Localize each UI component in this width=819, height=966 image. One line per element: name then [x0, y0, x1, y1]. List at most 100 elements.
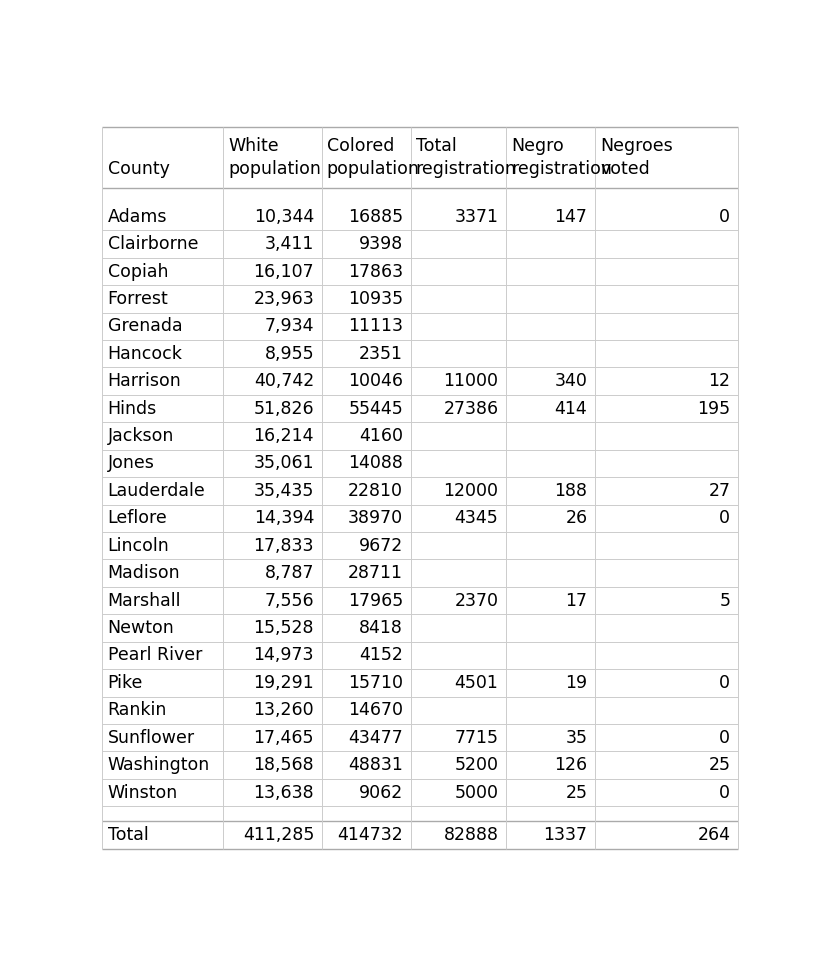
Text: 10046: 10046 — [348, 372, 403, 390]
Text: 17,833: 17,833 — [253, 537, 314, 554]
Text: 38970: 38970 — [347, 509, 403, 527]
Text: Madison: Madison — [107, 564, 180, 582]
Text: 188: 188 — [554, 482, 586, 499]
Text: 0: 0 — [718, 783, 730, 802]
Text: 25: 25 — [708, 756, 730, 774]
Text: 16885: 16885 — [347, 208, 403, 226]
Text: 8418: 8418 — [359, 619, 403, 637]
Text: 15710: 15710 — [348, 674, 403, 692]
Text: 43477: 43477 — [348, 728, 403, 747]
Text: 5000: 5000 — [454, 783, 498, 802]
Text: population: population — [327, 160, 419, 179]
Text: voted: voted — [600, 160, 649, 179]
Text: 82888: 82888 — [443, 826, 498, 844]
Text: 0: 0 — [718, 674, 730, 692]
Text: 414: 414 — [554, 400, 586, 417]
Text: 5200: 5200 — [454, 756, 498, 774]
Text: Marshall: Marshall — [107, 591, 181, 610]
Text: 126: 126 — [554, 756, 586, 774]
Text: 1337: 1337 — [543, 826, 586, 844]
Text: 10,344: 10,344 — [254, 208, 314, 226]
Text: Hancock: Hancock — [107, 345, 183, 363]
Text: 19,291: 19,291 — [253, 674, 314, 692]
Text: 147: 147 — [554, 208, 586, 226]
Text: 19: 19 — [564, 674, 586, 692]
Text: 11000: 11000 — [443, 372, 498, 390]
Text: 340: 340 — [554, 372, 586, 390]
Text: 0: 0 — [718, 728, 730, 747]
Text: 14088: 14088 — [348, 454, 403, 472]
Text: 10935: 10935 — [347, 290, 403, 308]
Text: 15,528: 15,528 — [253, 619, 314, 637]
Text: 26: 26 — [564, 509, 586, 527]
Text: 11113: 11113 — [348, 318, 403, 335]
Text: 4152: 4152 — [359, 646, 403, 665]
Text: Adams: Adams — [107, 208, 167, 226]
Text: Sunflower: Sunflower — [107, 728, 194, 747]
Text: Washington: Washington — [107, 756, 210, 774]
Text: 28711: 28711 — [348, 564, 403, 582]
Text: Negroes: Negroes — [600, 136, 672, 155]
Text: 17863: 17863 — [347, 263, 403, 280]
Text: 23,963: 23,963 — [253, 290, 314, 308]
Text: 27386: 27386 — [443, 400, 498, 417]
Text: Total: Total — [107, 826, 148, 844]
Text: 2370: 2370 — [454, 591, 498, 610]
Text: 4345: 4345 — [454, 509, 498, 527]
Text: Rankin: Rankin — [107, 701, 167, 720]
Text: 3371: 3371 — [454, 208, 498, 226]
Text: 5: 5 — [718, 591, 730, 610]
Text: County: County — [107, 160, 170, 179]
Text: Pike: Pike — [107, 674, 143, 692]
Text: 414732: 414732 — [337, 826, 403, 844]
Text: Jones: Jones — [107, 454, 154, 472]
Text: 35,061: 35,061 — [253, 454, 314, 472]
Text: White: White — [228, 136, 278, 155]
Text: Newton: Newton — [107, 619, 174, 637]
Text: 13,260: 13,260 — [253, 701, 314, 720]
Text: 9062: 9062 — [359, 783, 403, 802]
Text: 7,556: 7,556 — [265, 591, 314, 610]
Text: Lincoln: Lincoln — [107, 537, 170, 554]
Text: 27: 27 — [708, 482, 730, 499]
Text: 8,955: 8,955 — [265, 345, 314, 363]
Text: Hinds: Hinds — [107, 400, 156, 417]
Text: 12000: 12000 — [443, 482, 498, 499]
Text: 14,394: 14,394 — [253, 509, 314, 527]
Text: Harrison: Harrison — [107, 372, 181, 390]
Text: 2351: 2351 — [359, 345, 403, 363]
Text: 55445: 55445 — [348, 400, 403, 417]
Text: 7715: 7715 — [454, 728, 498, 747]
Text: 14,973: 14,973 — [253, 646, 314, 665]
Text: Total: Total — [415, 136, 456, 155]
Text: Jackson: Jackson — [107, 427, 174, 445]
Text: 17: 17 — [564, 591, 586, 610]
Text: registration: registration — [510, 160, 611, 179]
Text: 264: 264 — [696, 826, 730, 844]
Text: 22810: 22810 — [348, 482, 403, 499]
Text: Colored: Colored — [327, 136, 394, 155]
Text: 0: 0 — [718, 208, 730, 226]
Text: registration: registration — [415, 160, 516, 179]
Text: Winston: Winston — [107, 783, 178, 802]
Text: 0: 0 — [718, 509, 730, 527]
Text: 9672: 9672 — [359, 537, 403, 554]
Text: 16,107: 16,107 — [253, 263, 314, 280]
Text: 48831: 48831 — [348, 756, 403, 774]
Text: Forrest: Forrest — [107, 290, 168, 308]
Text: 13,638: 13,638 — [253, 783, 314, 802]
Text: Clairborne: Clairborne — [107, 235, 198, 253]
Text: 17,465: 17,465 — [253, 728, 314, 747]
Text: Leflore: Leflore — [107, 509, 167, 527]
Text: 12: 12 — [708, 372, 730, 390]
Text: 35,435: 35,435 — [253, 482, 314, 499]
Text: 18,568: 18,568 — [253, 756, 314, 774]
Text: 35: 35 — [564, 728, 586, 747]
Text: 4501: 4501 — [454, 674, 498, 692]
Text: 14670: 14670 — [348, 701, 403, 720]
Text: 40,742: 40,742 — [254, 372, 314, 390]
Text: 3,411: 3,411 — [265, 235, 314, 253]
Text: 195: 195 — [696, 400, 730, 417]
Text: Pearl River: Pearl River — [107, 646, 201, 665]
Text: Lauderdale: Lauderdale — [107, 482, 205, 499]
